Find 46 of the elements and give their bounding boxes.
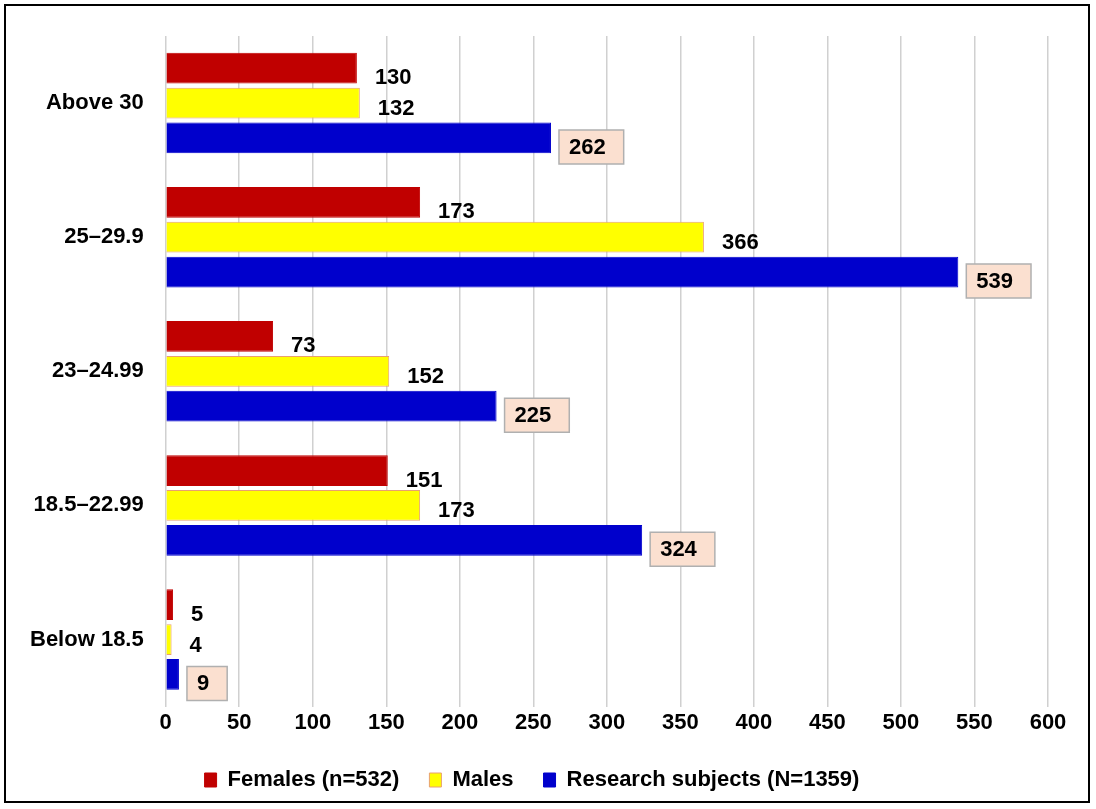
data-label: 152 <box>407 363 444 389</box>
bar <box>166 455 388 486</box>
data-label: 9 <box>196 670 210 696</box>
y-tick-label: 25–29.9 <box>64 223 144 249</box>
y-tick-label: Below 18.5 <box>30 625 144 651</box>
y-tick-label: Above 30 <box>45 89 144 115</box>
x-tick-label: 500 <box>882 708 920 734</box>
data-label: 225 <box>514 402 552 428</box>
data-label: 173 <box>438 198 475 224</box>
data-label: 132 <box>377 95 415 121</box>
data-label: 262 <box>568 133 606 159</box>
data-label: 324 <box>660 536 698 562</box>
bar <box>166 659 179 690</box>
bar <box>166 390 497 422</box>
x-tick-label: 150 <box>367 708 405 734</box>
legend-label: Research subjects (N=1359) <box>566 766 860 792</box>
x-tick-label: 200 <box>441 708 479 734</box>
x-tick-label: 450 <box>809 708 846 734</box>
x-tick-label: 250 <box>514 708 552 734</box>
data-label: 130 <box>374 64 412 90</box>
data-label: 539 <box>976 268 1014 294</box>
y-tick-label: 23–24.99 <box>51 357 144 383</box>
data-label: 73 <box>291 332 316 358</box>
x-tick-label: 300 <box>588 708 626 734</box>
bar <box>166 186 421 218</box>
x-tick-label: 350 <box>662 708 699 734</box>
bar <box>166 321 274 352</box>
bar <box>166 52 357 84</box>
x-tick-label: 600 <box>1029 708 1067 734</box>
legend-label: Males <box>452 766 514 792</box>
x-tick-label: 400 <box>735 708 773 734</box>
bar <box>166 122 551 154</box>
bar <box>166 256 959 288</box>
x-tick-label: 50 <box>227 708 252 734</box>
data-label: 151 <box>405 466 443 492</box>
bar <box>166 589 174 621</box>
x-tick-label: 0 <box>159 708 172 734</box>
data-label: 5 <box>191 600 204 626</box>
data-label: 173 <box>438 497 475 523</box>
x-tick-label: 100 <box>294 708 332 734</box>
x-tick-label: 550 <box>956 708 993 734</box>
bar <box>166 524 643 556</box>
legend-label: Females (n=532) <box>227 766 400 792</box>
data-label: 4 <box>189 631 203 657</box>
y-tick-label: 18.5–22.99 <box>33 491 144 517</box>
data-label: 366 <box>721 229 759 255</box>
